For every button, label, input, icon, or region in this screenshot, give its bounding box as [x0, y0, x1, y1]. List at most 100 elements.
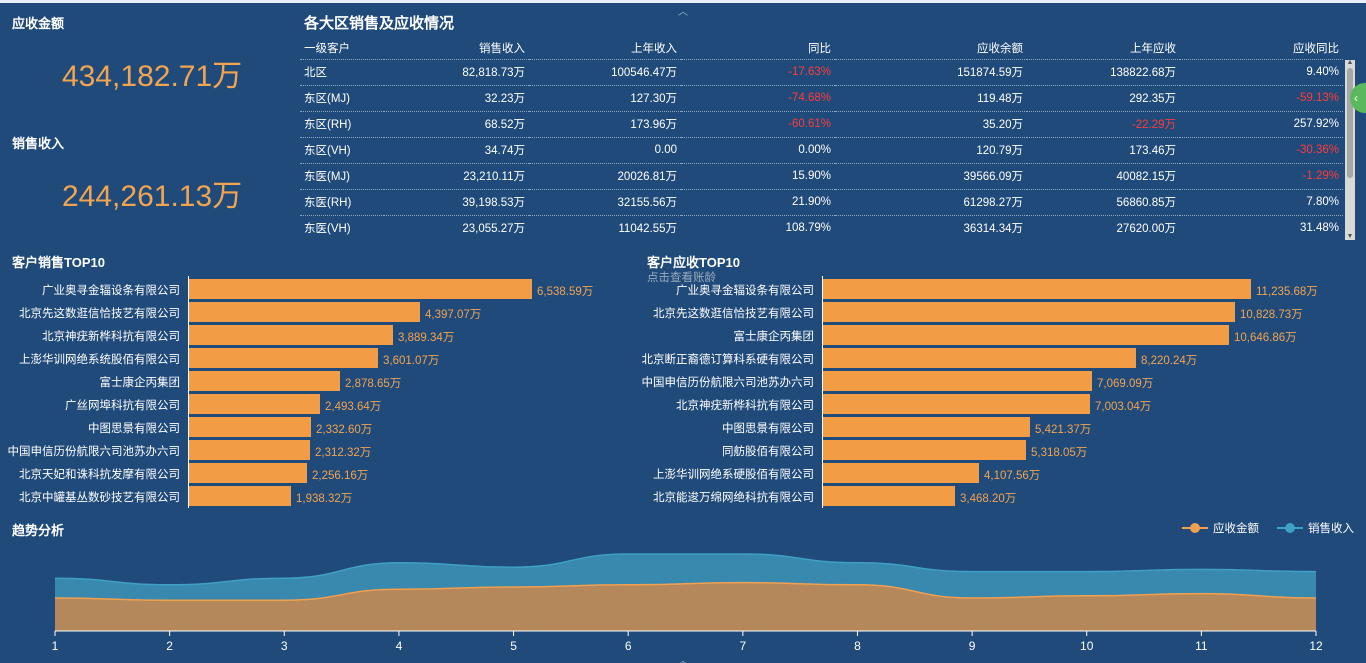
- bar-value-label: 2,493.64万: [325, 401, 382, 413]
- table-cell: 138822.68万: [1027, 58, 1180, 85]
- table-cell: 7.80%: [1180, 188, 1343, 215]
- bar[interactable]: [823, 302, 1235, 322]
- col-header: 同比: [808, 42, 831, 55]
- table-cell: 11042.55万: [529, 214, 681, 241]
- bar[interactable]: [823, 394, 1090, 414]
- bar-value-label: 2,878.65万: [345, 378, 402, 390]
- bar[interactable]: [823, 417, 1030, 437]
- table-cell: 东区(RH): [300, 110, 384, 137]
- sales-label: 销售收入: [12, 136, 65, 151]
- x-tick-label: 6: [625, 639, 632, 653]
- bar-value-label: 1,938.32万: [296, 493, 353, 505]
- bar-value-label: 2,256.16万: [312, 470, 369, 482]
- bar[interactable]: [189, 417, 311, 437]
- table-cell: 9.40%: [1180, 58, 1343, 85]
- table-row[interactable]: 东区(MJ) 32.23万 127.30万 -74.68% 119.48万 292.35万…: [300, 84, 1343, 111]
- table-cell: 257.92%: [1180, 110, 1343, 137]
- table-cell: 23,055.27万: [384, 214, 529, 241]
- series-line-sales[interactable]: [54, 553, 1317, 586]
- table-cell: -59.13%: [1180, 84, 1343, 111]
- series-line-receivable[interactable]: [54, 581, 1317, 601]
- table-cell: 27620.00万: [1027, 214, 1180, 241]
- bar-category-label: 中图思景有限公司: [88, 423, 180, 435]
- legend-receivable-label: 应收金额: [1213, 523, 1259, 535]
- bar-value-label: 2,312.32万: [315, 447, 372, 459]
- bar-category-label: 富士康企丙集团: [99, 377, 181, 389]
- bar[interactable]: [823, 325, 1229, 345]
- bar-category-label: 中国申信历份航限六司池苏办六司: [641, 377, 815, 389]
- bar[interactable]: [189, 463, 307, 483]
- table-cell: 68.52万: [384, 110, 529, 137]
- bar[interactable]: [823, 486, 955, 506]
- x-tick-label: 11: [1195, 639, 1208, 653]
- table-cell: 21.90%: [681, 188, 835, 215]
- bar[interactable]: [189, 486, 291, 506]
- trend-chart: 1 2 3 4 5 6 7 8 9 10 11 12: [52, 553, 1323, 653]
- side-panel-toggle[interactable]: ‹: [1350, 83, 1366, 113]
- bar-value-label: 10,646.86万: [1234, 332, 1297, 344]
- receivable-top10-axis: [822, 276, 823, 508]
- bar-category-label: 中图思景有限公司: [722, 423, 814, 435]
- table-cell: 40082.15万: [1027, 162, 1180, 189]
- bar[interactable]: [189, 279, 532, 299]
- receivable-top10-title: 客户应收TOP10: [647, 255, 740, 270]
- scrollbar-thumb[interactable]: [1347, 68, 1353, 178]
- bar-value-label: 5,421.37万: [1035, 424, 1092, 436]
- bar[interactable]: [823, 279, 1251, 299]
- bar-category-label: 北京天妃和诛科抗发摩有限公司: [19, 469, 180, 481]
- bar-category-label: 北京神疣新桦科抗有限公司: [42, 331, 180, 343]
- table-cell: 35.20万: [835, 110, 1027, 137]
- bar[interactable]: [823, 440, 1026, 460]
- bar[interactable]: [823, 348, 1136, 368]
- legend-sales[interactable]: 销售收入: [1277, 520, 1354, 536]
- table-cell: -60.61%: [681, 110, 835, 137]
- collapse-bottom-chevron-icon[interactable]: ︿: [678, 656, 688, 663]
- scroll-down-arrow-icon[interactable]: ▼: [1345, 233, 1355, 240]
- table-cell: 100546.47万: [529, 58, 681, 85]
- x-tick-label: 12: [1309, 639, 1323, 653]
- table-row[interactable]: 东区(VH) 34.74万 0.00 0.00% 120.79万 173.46万 -30.3…: [300, 136, 1343, 163]
- bar-category-label: 富士康企丙集团: [733, 331, 815, 343]
- legend-receivable[interactable]: 应收金额: [1182, 520, 1259, 536]
- table-row[interactable]: 北区 82,818.73万 100546.47万 -17.63% 151874.59万 1…: [300, 58, 1343, 85]
- bar-value-label: 3,601.07万: [383, 355, 440, 367]
- view-aging-link[interactable]: 点击查看账龄: [647, 272, 716, 284]
- collapse-top-chevron-icon[interactable]: ︿: [678, 7, 688, 18]
- bar[interactable]: [823, 463, 979, 483]
- bar[interactable]: [189, 440, 310, 460]
- receivable-label: 应收金额: [12, 16, 65, 31]
- table-row[interactable]: 东医(MJ) 23,210.11万 20026.81万 15.90% 39566.09万…: [300, 162, 1343, 189]
- bar-value-label: 7,069.09万: [1097, 378, 1154, 390]
- bar-category-label: 中国申信历份航限六司池苏办六司: [7, 446, 181, 458]
- table-row[interactable]: 东医(RH) 39,198.53万 32155.56万 21.90% 61298.27万…: [300, 188, 1343, 215]
- bar[interactable]: [189, 325, 393, 345]
- table-cell: 173.46万: [1027, 136, 1180, 163]
- bar-category-label: 北京中罐基丛数砂技艺有限公司: [19, 492, 180, 504]
- table-cell: -74.68%: [681, 84, 835, 111]
- bar[interactable]: [189, 371, 340, 391]
- trend-title: 趋势分析: [12, 523, 65, 538]
- bar[interactable]: [189, 302, 420, 322]
- table-cell: 东区(MJ): [300, 84, 384, 111]
- bar[interactable]: [823, 371, 1092, 391]
- table-row[interactable]: 东区(RH) 68.52万 173.96万 -60.61% 35.20万 -22.29万 2…: [300, 110, 1343, 137]
- table-row[interactable]: 东医(VH) 23,055.27万 11042.55万 108.79% 36314.34…: [300, 214, 1343, 241]
- table-cell: 108.79%: [681, 214, 835, 241]
- bar-category-label: 北京断正裔德订算科系硬有限公司: [641, 354, 815, 366]
- table-scrollbar[interactable]: [1345, 66, 1355, 234]
- table-cell: 119.48万: [835, 84, 1027, 111]
- x-tick-label: 7: [739, 639, 746, 653]
- table-cell: -30.36%: [1180, 136, 1343, 163]
- bar-value-label: 10,828.73万: [1240, 309, 1303, 321]
- bar-value-label: 6,538.59万: [537, 286, 594, 298]
- bar[interactable]: [189, 348, 378, 368]
- bar-category-label: 上澎华训网绝系统股佰有限公司: [19, 354, 180, 366]
- bar[interactable]: [189, 394, 320, 414]
- col-header: 应收同比: [1293, 42, 1339, 55]
- scroll-up-arrow-icon[interactable]: ▲: [1345, 59, 1355, 66]
- area-receivable: [55, 582, 1316, 631]
- table-cell: 15.90%: [681, 162, 835, 189]
- x-tick-label: 10: [1080, 639, 1094, 653]
- col-header: 应收余额: [977, 42, 1023, 55]
- bar-value-label: 11,235.68万: [1256, 286, 1318, 298]
